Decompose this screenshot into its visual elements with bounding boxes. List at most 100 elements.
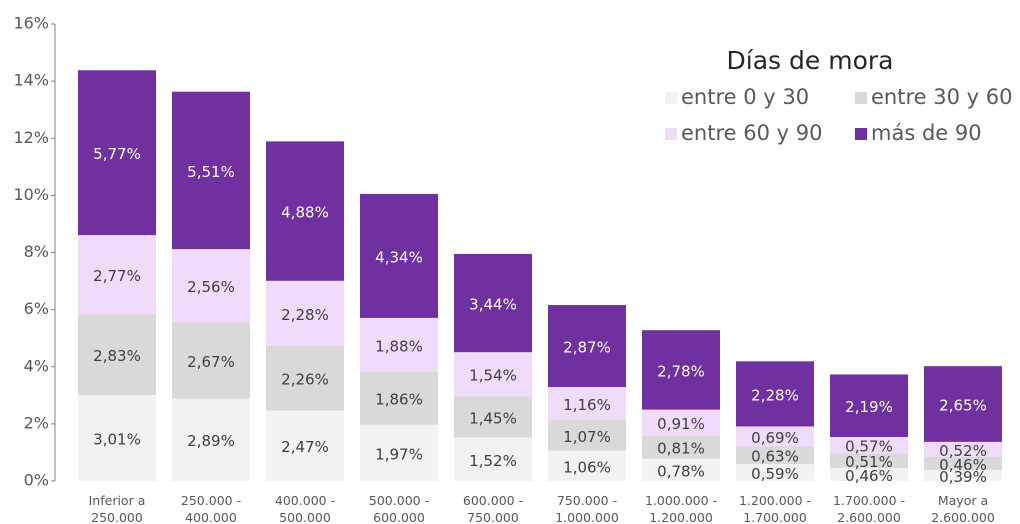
value-label: 5,51% <box>187 163 235 181</box>
value-label: 1,07% <box>563 428 611 446</box>
x-tick-label: 1.200.000 -1.700.000 <box>739 493 811 524</box>
value-label: 1,52% <box>469 452 517 470</box>
y-tick-label: 16% <box>13 14 49 33</box>
value-label: 1,16% <box>563 396 611 414</box>
bar-segment <box>736 426 814 447</box>
bar-segment <box>454 396 532 438</box>
value-label: 2,78% <box>657 362 705 380</box>
bar-segment <box>454 253 532 353</box>
bar-segment <box>454 352 532 397</box>
value-label: 0,63% <box>751 448 799 466</box>
value-label: 2,83% <box>93 347 141 365</box>
legend-swatch <box>665 92 677 104</box>
value-label: 2,28% <box>751 386 799 404</box>
y-tick-label: 4% <box>24 356 49 375</box>
bar-segment <box>548 450 626 481</box>
value-label: 2,77% <box>93 267 141 285</box>
bar-segment <box>360 424 438 481</box>
bar-segment <box>172 91 250 250</box>
x-tick-label: 1.000.000 -1.200.000 <box>645 493 717 524</box>
bar-segment <box>548 387 626 421</box>
x-tick-label: Mayor a 2.600.000 <box>931 493 995 524</box>
bar-segment <box>266 410 344 481</box>
x-tick-label: Inferior a 250.000 <box>89 493 146 524</box>
bar-segment <box>548 420 626 451</box>
bar-segment <box>266 141 344 281</box>
value-label: 1,54% <box>469 367 517 385</box>
y-tick-label: 0% <box>24 471 49 490</box>
bar-segment <box>360 371 438 425</box>
value-label: 0,46% <box>845 467 893 485</box>
value-label: 5,77% <box>93 145 141 163</box>
value-label: 2,28% <box>281 306 329 324</box>
bar-segment <box>172 398 250 481</box>
value-label: 1,88% <box>375 337 423 355</box>
value-label: 0,81% <box>657 440 705 458</box>
bar-segment <box>78 235 156 315</box>
bar-segment <box>172 249 250 323</box>
y-tick-label: 10% <box>13 185 49 204</box>
value-label: 2,26% <box>281 371 329 389</box>
bar-segment <box>830 453 908 468</box>
value-label: 0,59% <box>751 465 799 483</box>
bar-segment <box>642 435 720 459</box>
value-label: 2,65% <box>939 397 987 415</box>
value-label: 2,67% <box>187 353 235 371</box>
value-label: 0,46% <box>939 456 987 474</box>
bar-segment <box>924 366 1002 442</box>
y-tick-label: 14% <box>13 71 49 90</box>
x-tick-label: 600.000 -750.000 <box>463 493 523 524</box>
value-label: 0,52% <box>939 442 987 460</box>
x-tick-label: 250.000 -400.000 <box>181 493 241 524</box>
bar-segment <box>266 345 344 411</box>
value-label: 0,78% <box>657 462 705 480</box>
value-label: 1,86% <box>375 391 423 409</box>
y-tick-label: 12% <box>13 128 49 147</box>
legend-swatch <box>665 128 677 140</box>
x-tick-label: 1.700.000 -2.600.000 <box>833 493 905 524</box>
value-label: 1,45% <box>469 409 517 427</box>
legend-label: entre 0 y 30 <box>681 85 809 109</box>
legend-label: entre 60 y 90 <box>681 121 822 145</box>
value-label: 0,51% <box>845 453 893 471</box>
bar-segment <box>830 374 908 438</box>
value-label: 1,06% <box>563 458 611 476</box>
value-label: 3,01% <box>93 431 141 449</box>
value-label: 0,91% <box>657 415 705 433</box>
legend-swatch <box>855 92 867 104</box>
bar-segment <box>736 464 814 481</box>
bar-segment <box>642 330 720 410</box>
value-label: 2,89% <box>187 432 235 450</box>
bar-segment <box>830 437 908 454</box>
y-tick-label: 8% <box>24 242 49 261</box>
value-label: 2,19% <box>845 398 893 416</box>
bar-segment <box>548 305 626 388</box>
bar-segment <box>736 361 814 427</box>
y-tick-label: 6% <box>24 299 49 318</box>
value-label: 1,97% <box>375 445 423 463</box>
legend-swatch <box>855 128 867 140</box>
value-label: 0,69% <box>751 429 799 447</box>
value-label: 2,47% <box>281 438 329 456</box>
bar-segment <box>78 395 156 481</box>
x-tick-label: 500.000 -600.000 <box>369 493 429 524</box>
bar-segment <box>454 437 532 481</box>
bar-segment <box>642 458 720 481</box>
bar-segment <box>924 441 1002 457</box>
value-label: 0,57% <box>845 438 893 456</box>
bar-segment <box>830 467 908 481</box>
y-tick-label: 2% <box>24 413 49 432</box>
value-label: 2,56% <box>187 278 235 296</box>
value-label: 3,44% <box>469 296 517 314</box>
legend-label: entre 30 y 60 <box>871 85 1012 109</box>
bar-segment <box>360 317 438 372</box>
bar-segment <box>78 314 156 396</box>
value-label: 4,34% <box>375 248 423 266</box>
x-tick-label: 400.000 -500.000 <box>275 493 335 524</box>
bar-segment <box>736 446 814 465</box>
bar-segment <box>642 409 720 436</box>
bar-segment <box>266 280 344 346</box>
value-label: 0,39% <box>939 468 987 486</box>
bar-segment <box>924 469 1002 481</box>
